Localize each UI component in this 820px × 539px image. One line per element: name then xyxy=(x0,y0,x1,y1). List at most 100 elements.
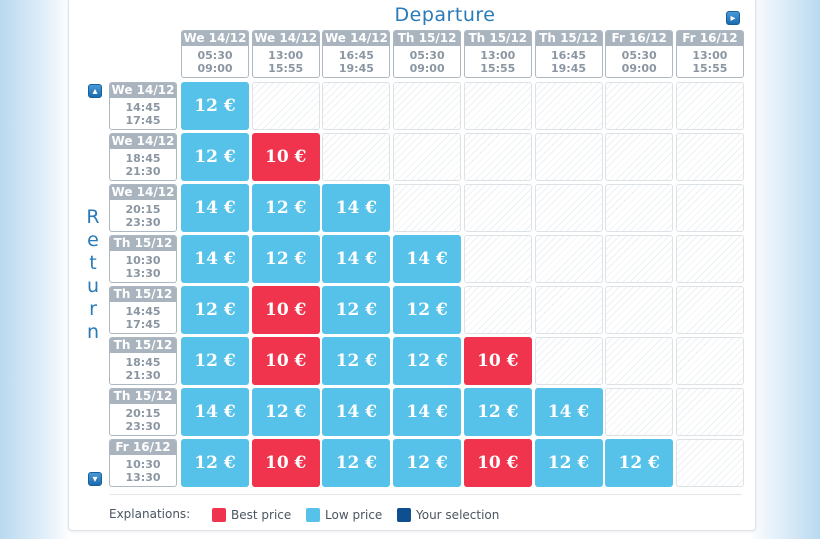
return-arrival-time: 13:30 xyxy=(125,267,161,280)
return-departure-time: 14:45 xyxy=(125,101,161,114)
unavailable-cell xyxy=(534,184,603,232)
return-departure-time: 20:15 xyxy=(125,407,161,420)
unavailable-cell xyxy=(675,82,744,130)
departure-time: 16:45 xyxy=(550,49,586,62)
unavailable-cell xyxy=(393,82,462,130)
unavailable-cell xyxy=(605,184,674,232)
low-price-cell[interactable]: 12 € xyxy=(534,439,603,487)
return-row-header: Fr 16/12 10:30 13:30 xyxy=(109,439,177,487)
low-price-cell[interactable]: 14 € xyxy=(181,235,249,283)
low-price-label: Low price xyxy=(325,508,383,522)
return-row-header: Th 15/12 14:45 17:45 xyxy=(109,286,177,334)
low-price-cell[interactable]: 12 € xyxy=(393,286,462,334)
low-price-cell[interactable]: 12 € xyxy=(251,184,320,232)
unavailable-cell xyxy=(675,235,744,283)
departure-date: Fr 16/12 xyxy=(606,31,673,46)
unavailable-cell xyxy=(605,133,674,181)
departure-time: 05:30 xyxy=(621,49,657,62)
return-row-header: We 14/12 14:45 17:45 xyxy=(109,82,177,130)
unavailable-cell xyxy=(534,133,603,181)
departure-column-header: Fr 16/12 05:30 09:00 xyxy=(605,30,674,78)
best-price-cell[interactable]: 10 € xyxy=(251,286,320,334)
low-price-cell[interactable]: 12 € xyxy=(393,337,462,385)
low-price-cell[interactable]: 12 € xyxy=(181,337,249,385)
chevron-down-icon: ▾ xyxy=(92,474,98,485)
return-row-header: We 14/12 18:45 21:30 xyxy=(109,133,177,181)
unavailable-cell xyxy=(463,286,532,334)
unavailable-cell xyxy=(463,133,532,181)
best-price-cell[interactable]: 10 € xyxy=(251,439,320,487)
unavailable-cell xyxy=(605,337,674,385)
unavailable-cell xyxy=(534,337,603,385)
departure-column-header: Th 15/12 05:30 09:00 xyxy=(393,30,462,78)
return-date: Th 15/12 xyxy=(110,236,176,251)
unavailable-cell xyxy=(463,235,532,283)
return-arrival-time: 23:30 xyxy=(125,420,161,433)
return-departure-time: 10:30 xyxy=(125,254,161,267)
best-price-cell[interactable]: 10 € xyxy=(251,337,320,385)
next-departures-button[interactable]: ▸ xyxy=(726,11,740,25)
unavailable-cell xyxy=(675,388,744,436)
low-price-cell[interactable]: 12 € xyxy=(463,388,532,436)
departure-column-header: We 14/12 16:45 19:45 xyxy=(322,30,391,78)
low-price-swatch xyxy=(306,508,320,522)
departure-date: Th 15/12 xyxy=(464,31,531,46)
return-row-header: Th 15/12 18:45 21:30 xyxy=(109,337,177,385)
unavailable-cell xyxy=(605,235,674,283)
departure-time: 13:00 xyxy=(268,49,304,62)
departure-time: 16:45 xyxy=(338,49,374,62)
return-arrival-time: 17:45 xyxy=(125,114,161,127)
low-price-cell[interactable]: 12 € xyxy=(322,337,391,385)
best-price-cell[interactable]: 10 € xyxy=(463,439,532,487)
unavailable-cell xyxy=(675,286,744,334)
unavailable-cell xyxy=(675,337,744,385)
arrival-time: 15:55 xyxy=(692,62,728,75)
return-row-header: Th 15/12 20:15 23:30 xyxy=(109,388,177,436)
low-price-cell[interactable]: 12 € xyxy=(181,286,249,334)
departure-column-header: Th 15/12 16:45 19:45 xyxy=(534,30,603,78)
low-price-cell[interactable]: 14 € xyxy=(322,184,391,232)
low-price-cell[interactable]: 12 € xyxy=(251,235,320,283)
low-price-cell[interactable]: 14 € xyxy=(322,388,391,436)
next-returns-button[interactable]: ▾ xyxy=(88,472,102,486)
return-date: Th 15/12 xyxy=(110,287,176,302)
low-price-cell[interactable]: 12 € xyxy=(251,388,320,436)
departure-date: We 14/12 xyxy=(323,31,390,46)
departure-column-header: Th 15/12 13:00 15:55 xyxy=(463,30,532,78)
arrival-time: 19:45 xyxy=(550,62,586,75)
best-price-cell[interactable]: 10 € xyxy=(251,133,320,181)
return-departure-time: 10:30 xyxy=(125,458,161,471)
departure-column-header: We 14/12 05:30 09:00 xyxy=(181,30,249,78)
low-price-cell[interactable]: 12 € xyxy=(393,439,462,487)
return-departure-time: 18:45 xyxy=(125,152,161,165)
unavailable-cell xyxy=(605,82,674,130)
low-price-cell[interactable]: 12 € xyxy=(181,439,249,487)
low-price-cell[interactable]: 12 € xyxy=(322,439,391,487)
best-price-cell[interactable]: 10 € xyxy=(463,337,532,385)
unavailable-cell xyxy=(534,286,603,334)
low-price-cell[interactable]: 14 € xyxy=(534,388,603,436)
low-price-cell[interactable]: 14 € xyxy=(181,184,249,232)
return-arrival-time: 21:30 xyxy=(125,165,161,178)
arrival-time: 09:00 xyxy=(409,62,445,75)
low-price-cell[interactable]: 14 € xyxy=(181,388,249,436)
unavailable-cell xyxy=(322,82,391,130)
divider xyxy=(110,494,742,495)
return-date: We 14/12 xyxy=(110,134,176,149)
low-price-cell[interactable]: 12 € xyxy=(605,439,674,487)
low-price-cell[interactable]: 12 € xyxy=(322,286,391,334)
low-price-cell[interactable]: 14 € xyxy=(393,388,462,436)
low-price-cell[interactable]: 14 € xyxy=(393,235,462,283)
best-price-label: Best price xyxy=(231,508,292,522)
unavailable-cell xyxy=(675,184,744,232)
low-price-cell[interactable]: 14 € xyxy=(322,235,391,283)
low-price-cell[interactable]: 12 € xyxy=(181,133,249,181)
previous-returns-button[interactable]: ▴ xyxy=(88,84,102,98)
return-arrival-time: 23:30 xyxy=(125,216,161,229)
arrival-time: 09:00 xyxy=(621,62,657,75)
arrival-time: 15:55 xyxy=(480,62,516,75)
unavailable-cell xyxy=(534,82,603,130)
your-selection-swatch xyxy=(397,508,411,522)
low-price-cell[interactable]: 12 € xyxy=(181,82,249,130)
